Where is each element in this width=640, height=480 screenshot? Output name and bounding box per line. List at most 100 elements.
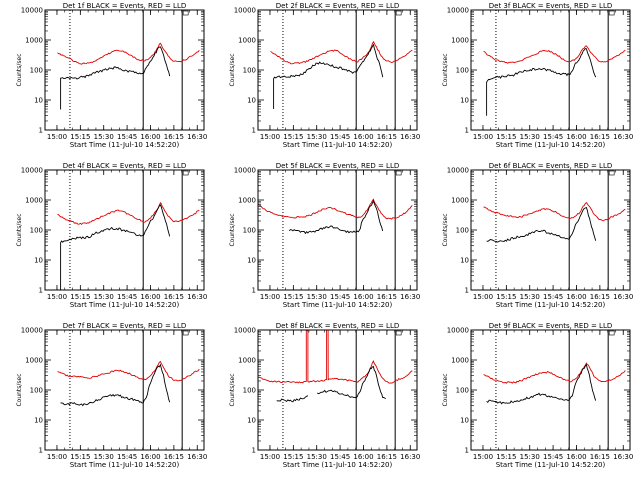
marker-flag (182, 10, 189, 16)
marker-flag (608, 170, 615, 176)
y-axis-label: Counts/sec (16, 53, 23, 86)
x-tick-label: 16:30 (613, 133, 633, 141)
x-tick-label: 16:00 (140, 133, 160, 141)
x-tick-label: 15:45 (330, 133, 350, 141)
y-tick-label: 10000 (21, 327, 43, 335)
y-tick-label: 1 (39, 447, 43, 455)
y-tick-label: 100 (456, 67, 469, 75)
y-tick-label: 10000 (21, 167, 43, 175)
series-events-line (60, 204, 171, 290)
plot-frame (470, 329, 631, 451)
x-tick-label: 15:00 (473, 133, 493, 141)
series-events-line (486, 363, 597, 405)
x-tick-label: 15:00 (47, 133, 67, 141)
y-axis-label: Counts/sec (442, 213, 449, 246)
x-tick-label: 15:30 (307, 293, 327, 301)
plot-frame (44, 329, 205, 451)
y-tick-label: 100 (30, 227, 43, 235)
y-tick-label: 1000 (238, 357, 256, 365)
y-tick-label: 10 (34, 97, 43, 105)
x-tick-label: 16:15 (377, 453, 397, 461)
x-tick-label: 16:15 (590, 293, 610, 301)
x-tick-label: 16:15 (590, 133, 610, 141)
x-tick-label: 15:15 (70, 133, 90, 141)
panel-title: Det 8f BLACK = Events, RED = LLD (276, 322, 399, 330)
panel-det-7: Det 7f BLACK = Events, RED = LLD 1 10 100 10… (16, 322, 207, 469)
x-tick-label: 15:00 (47, 453, 67, 461)
x-tick-label: 15:15 (496, 133, 516, 141)
y-tick-label: 10 (460, 97, 469, 105)
plot-frame (470, 169, 631, 291)
x-tick-label: 16:00 (353, 133, 373, 141)
x-tick-label: 16:15 (164, 293, 184, 301)
y-tick-label: 10 (34, 257, 43, 265)
x-tick-label: 16:15 (164, 453, 184, 461)
y-tick-label: 1 (39, 127, 43, 135)
y-axis-label: Counts/sec (229, 213, 236, 246)
y-tick-label: 100 (30, 387, 43, 395)
series-events-line (60, 46, 171, 110)
y-tick-label: 10 (460, 417, 469, 425)
x-tick-label: 16:30 (187, 293, 207, 301)
y-tick-label: 1 (252, 127, 256, 135)
y-tick-label: 1000 (238, 37, 256, 45)
panel-det-6: Det 6f BLACK = Events, RED = LLD 1 10 100 10… (442, 162, 633, 309)
x-tick-label: 15:30 (520, 133, 540, 141)
marker-flag (182, 330, 189, 336)
x-tick-label: 15:45 (543, 293, 563, 301)
panel-title: Det 3f BLACK = Events, RED = LLD (489, 2, 612, 10)
y-tick-label: 10000 (234, 327, 256, 335)
x-tick-label: 15:30 (94, 133, 114, 141)
x-tick-label: 16:30 (400, 293, 420, 301)
marker-flag (608, 10, 615, 16)
x-tick-label: 16:00 (353, 293, 373, 301)
x-tick-label: 15:30 (520, 453, 540, 461)
x-tick-label: 16:00 (566, 133, 586, 141)
x-tick-label: 15:15 (283, 453, 303, 461)
x-tick-label: 15:15 (70, 293, 90, 301)
series-lld-line (483, 201, 626, 222)
panel-det-1: Det 1f BLACK = Events, RED = LLD 1 10 100 10… (16, 2, 207, 149)
y-tick-label: 1 (465, 287, 469, 295)
y-tick-label: 1000 (451, 37, 469, 45)
panel-title: Det 7f BLACK = Events, RED = LLD (63, 322, 186, 330)
series-events-line (288, 199, 384, 235)
x-tick-label: 15:15 (496, 453, 516, 461)
x-tick-label: 15:15 (283, 293, 303, 301)
y-tick-label: 10000 (447, 7, 469, 15)
x-axis-label: Start Time (11-Jul-10 14:52:20) (496, 461, 606, 469)
y-axis-label: Counts/sec (229, 53, 236, 86)
series-events-line (276, 365, 387, 403)
panel-title: Det 1f BLACK = Events, RED = LLD (63, 2, 186, 10)
x-tick-label: 15:00 (473, 293, 493, 301)
x-tick-label: 15:00 (47, 293, 67, 301)
y-tick-label: 1 (465, 447, 469, 455)
y-tick-label: 10000 (234, 167, 256, 175)
y-tick-label: 10000 (234, 7, 256, 15)
y-axis-label: Counts/sec (442, 373, 449, 406)
x-tick-label: 15:45 (543, 453, 563, 461)
x-tick-label: 16:00 (566, 293, 586, 301)
marker-flag (395, 330, 402, 336)
y-tick-label: 1 (39, 287, 43, 295)
y-tick-label: 100 (243, 387, 256, 395)
series-lld-line (57, 360, 200, 382)
y-axis-label: Counts/sec (229, 373, 236, 406)
x-tick-label: 16:30 (613, 453, 633, 461)
y-tick-label: 1 (465, 127, 469, 135)
y-tick-label: 10000 (21, 7, 43, 15)
marker-flag (395, 10, 402, 16)
y-tick-label: 1000 (25, 357, 43, 365)
series-lld-line (257, 198, 413, 220)
x-tick-label: 16:15 (164, 133, 184, 141)
x-tick-label: 16:00 (566, 453, 586, 461)
x-axis-label: Start Time (11-Jul-10 14:52:20) (283, 461, 393, 469)
y-tick-label: 100 (243, 227, 256, 235)
series-events-line (60, 363, 171, 407)
y-tick-label: 10 (34, 417, 43, 425)
y-axis-label: Counts/sec (16, 213, 23, 246)
x-tick-label: 15:30 (94, 293, 114, 301)
x-tick-label: 15:30 (307, 133, 327, 141)
x-tick-label: 15:45 (117, 293, 137, 301)
